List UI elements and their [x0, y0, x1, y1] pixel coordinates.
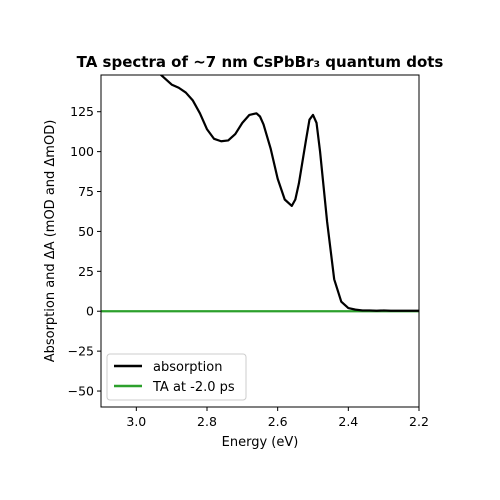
x-axis-label: Energy (eV) — [222, 435, 299, 450]
y-tick-label: −50 — [68, 384, 94, 399]
plot-area-frame — [100, 74, 420, 408]
legend-label-ta: TA at -2.0 ps — [152, 380, 235, 395]
y-axis: −50 −25 0 25 50 75 100 125 — [68, 104, 101, 399]
x-tick-label: 2.2 — [409, 414, 429, 429]
y-axis-label: Absorption and ΔA (mOD and ΔmOD) — [43, 120, 58, 363]
y-tick-label: 50 — [78, 224, 94, 239]
y-tick-label: 75 — [78, 184, 94, 199]
x-tick-label: 2.4 — [338, 414, 358, 429]
y-tick-label: 0 — [86, 304, 94, 319]
y-tick-label: 125 — [70, 104, 94, 119]
series-line-absorption — [159, 75, 419, 312]
chart-title: TA spectra of ~7 nm CsPbBr₃ quantum dots — [77, 53, 444, 71]
y-tick-label: 25 — [78, 264, 94, 279]
y-tick-label: −25 — [68, 344, 94, 359]
x-tick-label: 2.8 — [197, 414, 217, 429]
x-tick-label: 3.0 — [126, 414, 146, 429]
x-tick-label: 2.6 — [268, 414, 288, 429]
y-tick-label: 100 — [70, 144, 94, 159]
series-layer — [101, 75, 419, 313]
legend: absorption TA at -2.0 ps — [106, 353, 247, 401]
legend-label-absorption: absorption — [153, 360, 222, 375]
x-axis: 3.0 2.8 2.6 2.4 2.2 — [126, 407, 429, 429]
